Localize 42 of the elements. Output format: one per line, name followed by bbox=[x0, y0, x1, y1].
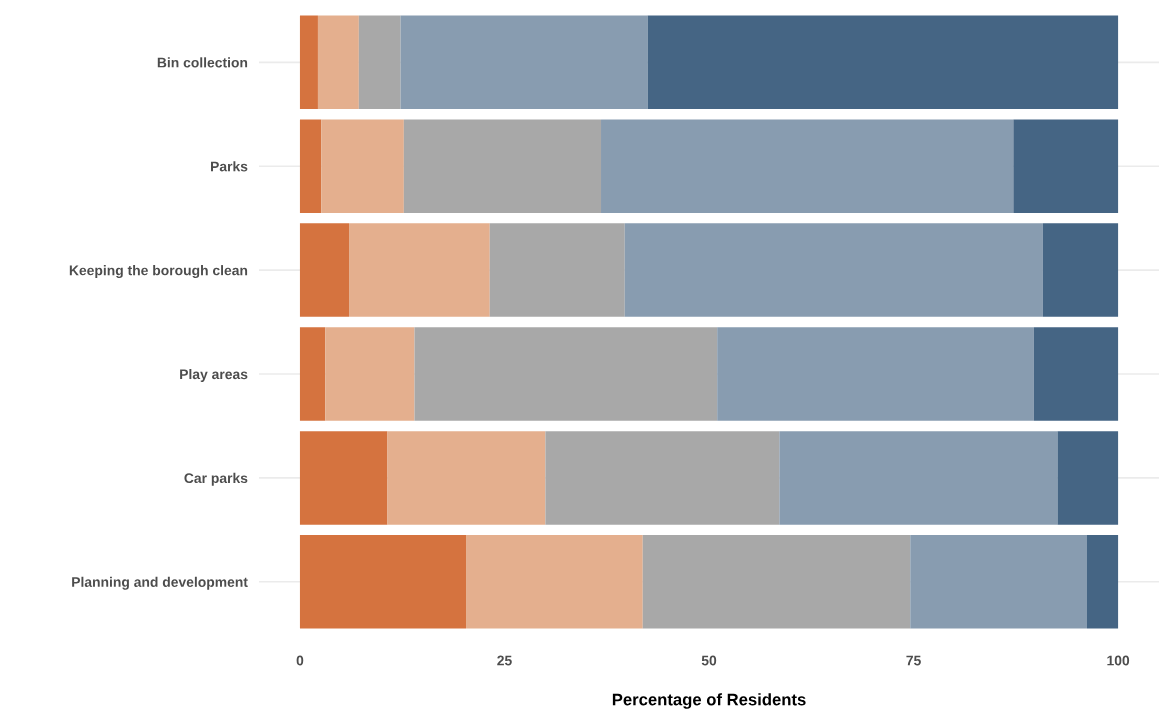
bar bbox=[601, 119, 1014, 213]
y-tick-label: Parks bbox=[211, 161, 248, 172]
bar bbox=[321, 119, 404, 213]
bar bbox=[414, 327, 718, 421]
bar bbox=[1033, 327, 1119, 421]
bar bbox=[717, 327, 1034, 421]
bar bbox=[299, 119, 322, 213]
x-axis-title: Percentage of Residents bbox=[612, 693, 806, 709]
bar bbox=[387, 431, 546, 525]
bar bbox=[400, 15, 648, 110]
bar bbox=[299, 535, 467, 629]
x-tick-label: 75 bbox=[906, 655, 921, 666]
bar bbox=[910, 535, 1087, 629]
bar bbox=[299, 223, 350, 317]
x-tick-label: 100 bbox=[1107, 655, 1130, 666]
bar bbox=[1087, 535, 1119, 629]
bar bbox=[358, 15, 401, 110]
bar bbox=[1057, 431, 1119, 525]
bar bbox=[299, 15, 318, 110]
y-tick-label: Keeping the borough clean bbox=[69, 265, 248, 279]
bar bbox=[403, 119, 602, 213]
y-tick-label: Bin collection bbox=[157, 57, 248, 68]
bar bbox=[1013, 119, 1119, 213]
bar bbox=[466, 535, 643, 629]
bar bbox=[624, 223, 1043, 317]
bar bbox=[545, 431, 780, 525]
x-tick-label: 50 bbox=[701, 655, 717, 666]
bar bbox=[642, 535, 911, 629]
x-tick-label: 25 bbox=[497, 655, 512, 666]
bar bbox=[489, 223, 625, 317]
bar bbox=[779, 431, 1058, 525]
bar bbox=[1042, 223, 1119, 317]
bar bbox=[299, 431, 388, 525]
bar bbox=[647, 15, 1119, 110]
y-tick-label: Play areas bbox=[180, 368, 248, 382]
bar bbox=[349, 223, 490, 317]
bar bbox=[299, 327, 326, 421]
y-tick-label: Car parks bbox=[184, 472, 248, 486]
bar bbox=[325, 327, 415, 421]
bar bbox=[317, 15, 359, 110]
x-tick-label: 0 bbox=[296, 655, 304, 666]
y-tick-label: Planning and development bbox=[72, 576, 248, 590]
